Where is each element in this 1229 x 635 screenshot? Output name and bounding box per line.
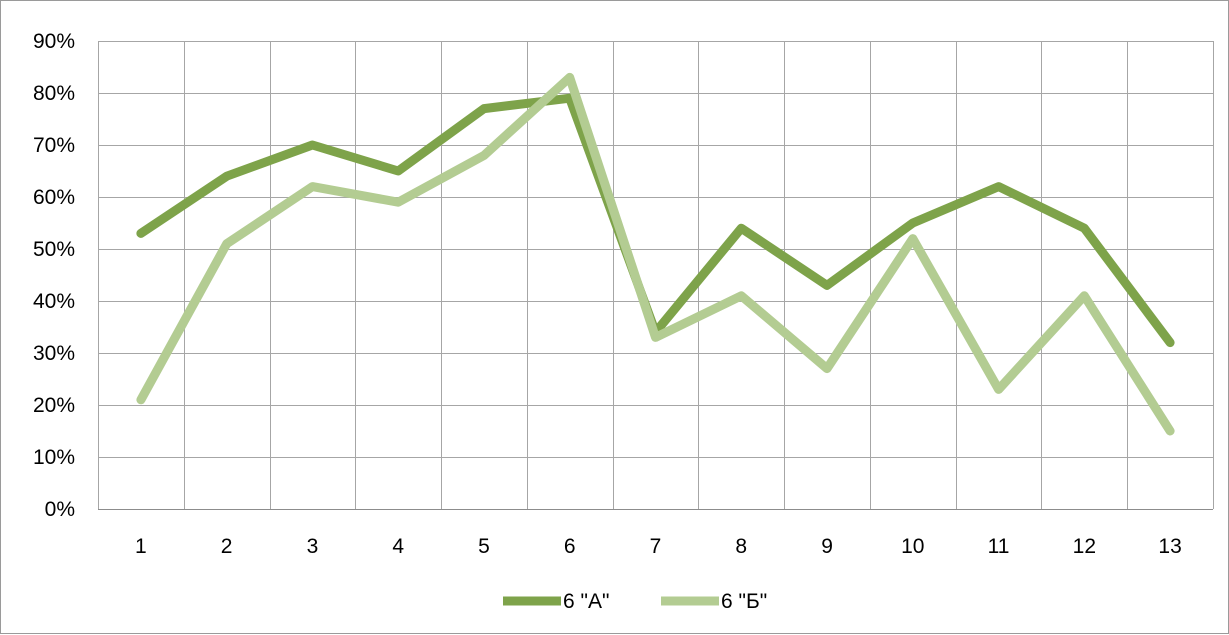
x-tick-label: 3 xyxy=(307,535,319,558)
legend-label: 6 "А" xyxy=(563,590,609,613)
y-tick-label: 70% xyxy=(33,134,75,157)
x-tick-label: 13 xyxy=(1158,535,1181,558)
y-tick-label: 80% xyxy=(33,82,75,105)
x-tick-label: 10 xyxy=(901,535,924,558)
series-line-2 xyxy=(136,72,1175,436)
x-axis-tick-labels: 1 2 3 4 5 6 7 8 9 10 11 12 13 xyxy=(135,535,1182,558)
y-axis-tick-labels: 0% 10% 20% 30% 40% 50% 60% 70% 80% 90% xyxy=(33,30,75,521)
y-tick-label: 60% xyxy=(33,186,75,209)
y-tick-label: 20% xyxy=(33,394,75,417)
x-tick-label: 2 xyxy=(221,535,233,558)
y-tick-label: 50% xyxy=(33,238,75,261)
x-tick-label: 9 xyxy=(821,535,833,558)
y-tick-label: 40% xyxy=(33,290,75,313)
y-tick-label: 10% xyxy=(33,446,75,469)
gridlines xyxy=(98,41,1214,510)
y-tick-label: 30% xyxy=(33,342,75,365)
y-tick-label: 90% xyxy=(33,30,75,53)
legend: 6 "А" 6 "Б" xyxy=(503,590,767,613)
x-tick-label: 11 xyxy=(988,535,1010,558)
legend-label: 6 "Б" xyxy=(721,590,767,613)
x-tick-label: 1 xyxy=(135,535,147,558)
series-line-1 xyxy=(136,93,1175,348)
x-tick-label: 7 xyxy=(650,535,662,558)
x-tick-label: 6 xyxy=(564,535,576,558)
x-tick-label: 5 xyxy=(478,535,490,558)
x-tick-label: 8 xyxy=(735,535,747,558)
x-tick-label: 4 xyxy=(392,535,404,558)
series-lines xyxy=(136,72,1175,436)
y-tick-label: 0% xyxy=(45,498,75,521)
x-tick-label: 12 xyxy=(1073,535,1096,558)
